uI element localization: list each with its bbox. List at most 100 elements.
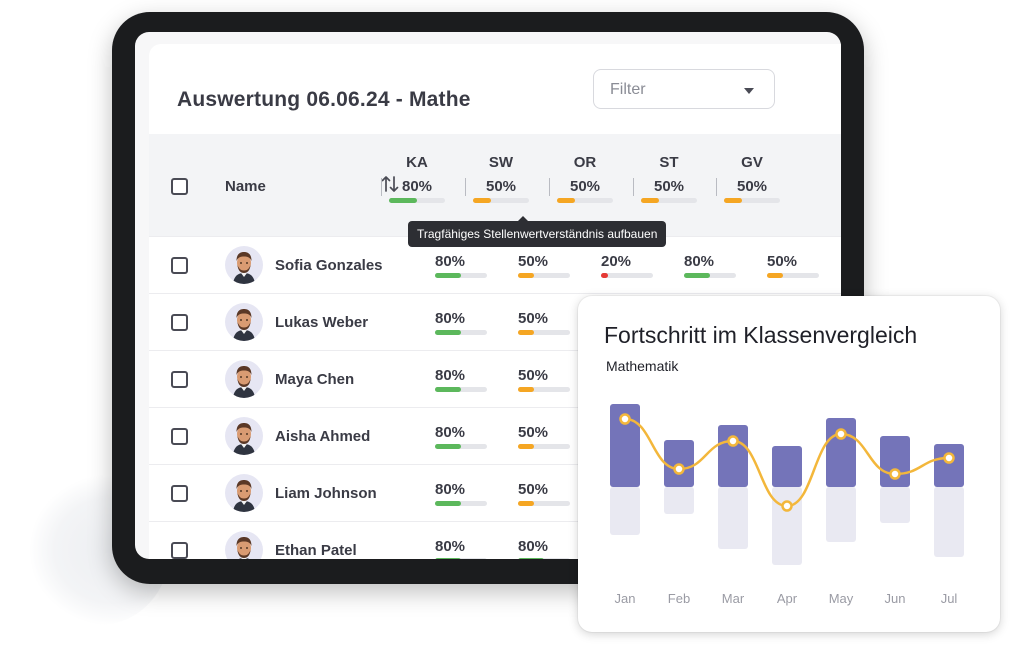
progress-fill bbox=[767, 273, 784, 278]
avatar-icon bbox=[225, 474, 263, 512]
row-checkbox[interactable] bbox=[171, 257, 188, 274]
score-percent: 50% bbox=[518, 367, 549, 384]
x-tick-label: Feb bbox=[668, 591, 690, 606]
x-tick-label: Jul bbox=[941, 591, 958, 606]
progress-fill bbox=[435, 501, 461, 506]
score-percent: 80% bbox=[435, 424, 466, 441]
page-title: Auswertung 06.06.24 - Mathe bbox=[177, 88, 471, 111]
bar-positive-mar bbox=[718, 425, 748, 487]
x-tick-label: Mar bbox=[722, 591, 745, 606]
score-progress-bar bbox=[518, 330, 570, 335]
row-checkbox[interactable] bbox=[171, 485, 188, 502]
score-cell[interactable]: 50% bbox=[518, 253, 570, 278]
score-cell[interactable]: 80% bbox=[518, 538, 570, 559]
score-percent: 80% bbox=[684, 253, 715, 270]
column-separator bbox=[549, 178, 550, 196]
progress-fill bbox=[601, 273, 608, 278]
student-name[interactable]: Liam Johnson bbox=[275, 485, 377, 502]
column-code: GV bbox=[741, 154, 763, 171]
sort-arrows-icon[interactable] bbox=[381, 174, 399, 194]
avatar-icon bbox=[225, 417, 263, 455]
score-percent: 50% bbox=[518, 253, 549, 270]
progress-fill bbox=[518, 444, 535, 449]
score-cell[interactable]: 50% bbox=[518, 481, 570, 506]
column-percent: 50% bbox=[485, 178, 517, 195]
score-percent: 80% bbox=[435, 538, 466, 555]
avatar-icon bbox=[225, 303, 263, 341]
progress-fill bbox=[435, 273, 461, 278]
score-cell[interactable]: 50% bbox=[518, 424, 570, 449]
row-checkbox[interactable] bbox=[171, 314, 188, 331]
score-cell[interactable]: 80% bbox=[435, 538, 487, 559]
score-progress-bar bbox=[435, 330, 487, 335]
student-name[interactable]: Lukas Weber bbox=[275, 314, 369, 331]
score-cell[interactable]: 50% bbox=[518, 310, 570, 335]
avatar-icon bbox=[225, 246, 263, 284]
progress-fill bbox=[518, 273, 535, 278]
score-progress-bar bbox=[518, 273, 570, 278]
column-progress-bar bbox=[724, 198, 780, 203]
score-cell[interactable]: 50% bbox=[518, 367, 570, 392]
bar-negative-may bbox=[826, 487, 856, 542]
score-cell[interactable]: 50% bbox=[767, 253, 819, 278]
column-percent: 50% bbox=[653, 178, 685, 195]
row-checkbox[interactable] bbox=[171, 542, 188, 559]
x-tick-label: Jan bbox=[615, 591, 636, 606]
score-cell[interactable]: 20% bbox=[601, 253, 653, 278]
column-progress-bar bbox=[389, 198, 445, 203]
student-name[interactable]: Maya Chen bbox=[275, 371, 355, 388]
avatar-icon bbox=[225, 360, 263, 398]
class-comparison-card: Fortschritt im Klassenvergleich Mathemat… bbox=[578, 296, 1000, 632]
line-point-apr bbox=[781, 500, 793, 512]
score-percent: 50% bbox=[518, 310, 549, 327]
score-progress-bar bbox=[601, 273, 653, 278]
line-point-jan bbox=[619, 413, 631, 425]
column-header-4[interactable]: GV 50% bbox=[716, 154, 785, 203]
score-cell[interactable]: 80% bbox=[435, 253, 487, 278]
row-checkbox[interactable] bbox=[171, 428, 188, 445]
student-name[interactable]: Aisha Ahmed bbox=[275, 428, 371, 445]
line-point-jul bbox=[943, 452, 955, 464]
score-cell[interactable]: 80% bbox=[435, 367, 487, 392]
progress-fill bbox=[435, 330, 461, 335]
progress-fill bbox=[435, 558, 461, 559]
column-header-0[interactable]: KA 80% bbox=[381, 154, 450, 203]
progress-fill bbox=[435, 387, 461, 392]
score-cell[interactable]: 80% bbox=[684, 253, 736, 278]
select-all-checkbox[interactable] bbox=[171, 178, 188, 195]
row-checkbox[interactable] bbox=[171, 371, 188, 388]
score-percent: 50% bbox=[518, 481, 549, 498]
score-percent: 50% bbox=[518, 424, 549, 441]
filter-dropdown[interactable]: Filter bbox=[593, 69, 775, 109]
score-progress-bar bbox=[518, 444, 570, 449]
progress-fill bbox=[641, 198, 659, 203]
column-progress-bar bbox=[641, 198, 697, 203]
line-point-mar bbox=[727, 435, 739, 447]
line-point-may bbox=[835, 428, 847, 440]
column-percent: 50% bbox=[569, 178, 601, 195]
column-header-1[interactable]: SW 50% bbox=[465, 154, 534, 203]
column-header-2[interactable]: OR 50% bbox=[549, 154, 618, 203]
column-code: ST bbox=[659, 154, 679, 171]
column-header-3[interactable]: ST 50% bbox=[633, 154, 702, 203]
bar-negative-jun bbox=[880, 487, 910, 523]
bar-positive-apr bbox=[772, 446, 802, 487]
name-column-header[interactable]: Name bbox=[225, 178, 266, 195]
score-cell[interactable]: 80% bbox=[435, 424, 487, 449]
student-name[interactable]: Sofia Gonzales bbox=[275, 257, 383, 274]
avatar-icon bbox=[225, 531, 263, 559]
column-code: OR bbox=[573, 154, 597, 171]
column-percent: 50% bbox=[736, 178, 768, 195]
score-progress-bar bbox=[518, 501, 570, 506]
score-progress-bar bbox=[435, 273, 487, 278]
bar-negative-jan bbox=[610, 487, 640, 535]
x-tick-label: May bbox=[829, 591, 854, 606]
progress-fill bbox=[518, 501, 535, 506]
score-progress-bar bbox=[518, 558, 570, 559]
progress-fill bbox=[435, 444, 461, 449]
student-name[interactable]: Ethan Patel bbox=[275, 542, 357, 559]
score-cell[interactable]: 80% bbox=[435, 310, 487, 335]
score-cell[interactable]: 80% bbox=[435, 481, 487, 506]
progress-fill bbox=[389, 198, 417, 203]
score-percent: 20% bbox=[601, 253, 632, 270]
